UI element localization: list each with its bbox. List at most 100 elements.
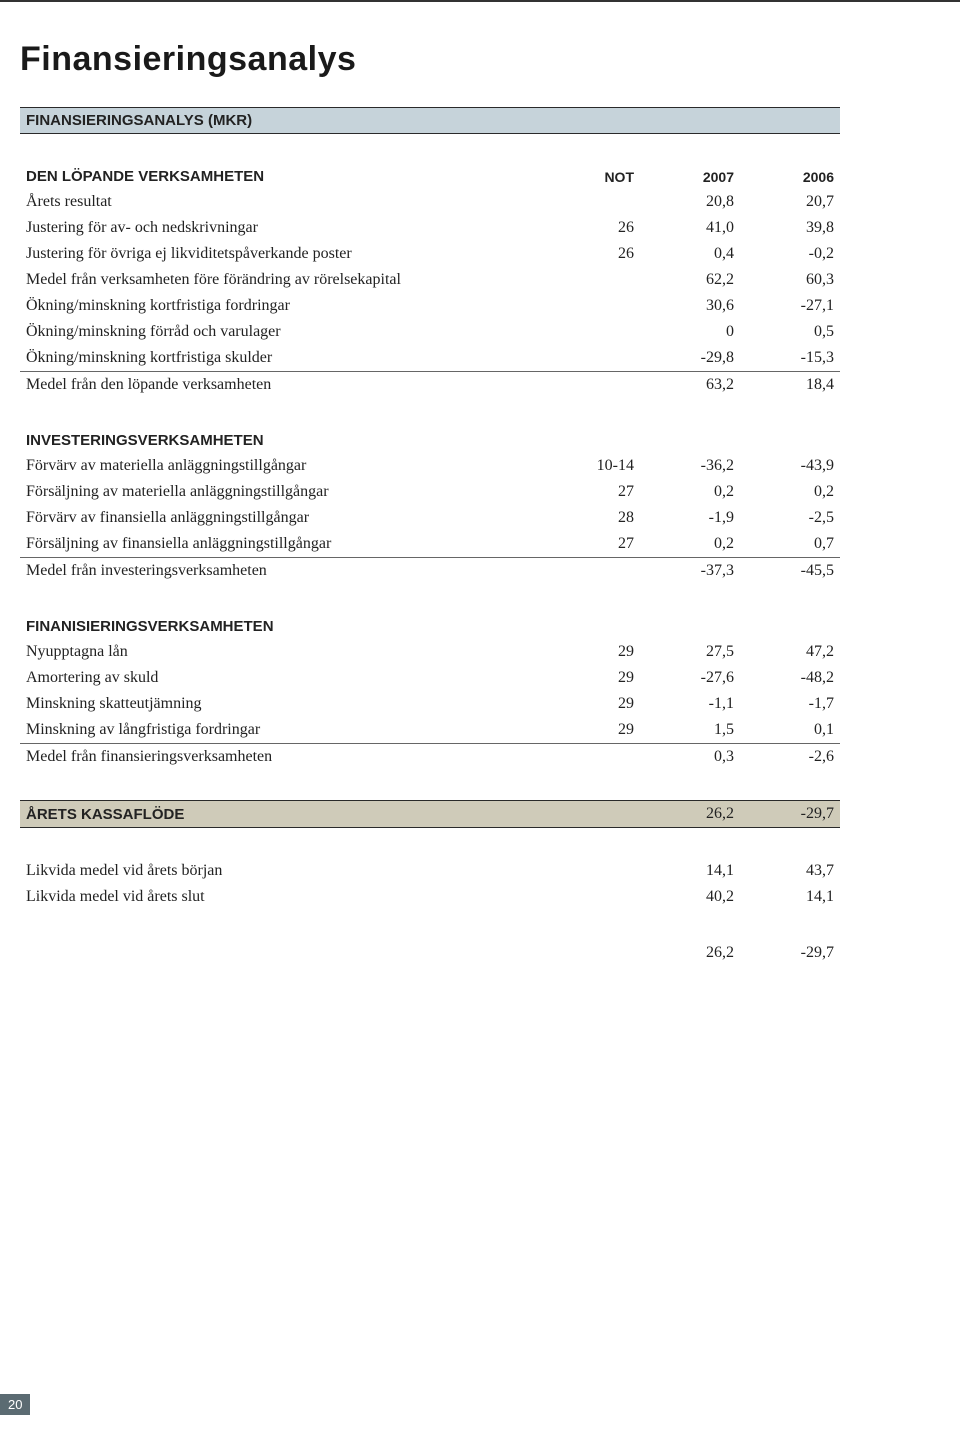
final-check-row: 26,2-29,7 [20,940,840,966]
subtotal-not [560,372,640,399]
row-2007: 0,2 [640,479,740,505]
table-row: Minskning skatteutjämning29-1,1-1,7 [20,691,840,717]
row-2006: 47,2 [740,639,840,665]
section-heading: DEN LÖPANDE VERKSAMHETEN [20,164,560,189]
col-not: NOT [560,164,640,189]
subtotal-2006: 18,4 [740,372,840,399]
row-2007: 1,5 [640,717,740,744]
cashflow-band-label: ÅRETS KASSAFLÖDE [20,801,560,828]
row-label: Nyupptagna lån [20,639,560,665]
row-not: 28 [560,505,640,531]
col-2007 [640,614,740,639]
closing-2007: 14,1 [640,858,740,884]
table-row: Årets resultat20,820,7 [20,189,840,215]
closing-row: Likvida medel vid årets början 14,143,7 [20,858,840,884]
row-2007: 0,2 [640,531,740,558]
row-not: 29 [560,691,640,717]
row-not [560,345,640,372]
row-2006: 0,2 [740,479,840,505]
row-label: Försäljning av materiella anläggningstil… [20,479,560,505]
row-2006: -43,9 [740,453,840,479]
section-header-row: FINANISIERINGSVERKSAMHETEN [20,614,840,639]
subtotal-label: Medel från den löpande verksamheten [20,372,560,399]
table-row: Ökning/minskning kortfristiga skulder-29… [20,345,840,372]
row-2007: 30,6 [640,293,740,319]
row-2007: 27,5 [640,639,740,665]
row-2006: 0,5 [740,319,840,345]
row-not: 29 [560,665,640,691]
cashflow-band-2007: 26,2 [640,801,740,828]
row-not [560,267,640,293]
col-not [560,614,640,639]
row-not [560,189,640,215]
table-row: Medel från verksamheten före förändring … [20,267,840,293]
row-2007: 62,2 [640,267,740,293]
row-label: Ökning/minskning kortfristiga fordringar [20,293,560,319]
row-label: Amortering av skuld [20,665,560,691]
row-2006: -27,1 [740,293,840,319]
subtotal-row: Medel från den löpande verksamheten 63,21… [20,372,840,399]
table-row: Justering för övriga ej likviditetspåver… [20,241,840,267]
row-label: Ökning/minskning kortfristiga skulder [20,345,560,372]
subtotal-not [560,558,640,585]
table-row: Justering för av- och nedskrivningar2641… [20,215,840,241]
closing-label: Likvida medel vid årets slut [20,884,560,910]
subtotal-2007: -37,3 [640,558,740,585]
subtotal-2007: 63,2 [640,372,740,399]
subtotal-row: Medel från investeringsverksamheten-37,3… [20,558,840,585]
section-header-row: INVESTERINGSVERKSAMHETEN [20,428,840,453]
table-row: Nyupptagna lån2927,547,2 [20,639,840,665]
row-2006: -48,2 [740,665,840,691]
row-2006: -15,3 [740,345,840,372]
row-2007: 0,4 [640,241,740,267]
table-title: FINANSIERINGSANALYS (mkr) [20,108,840,134]
page-number: 20 [0,1394,30,1415]
row-2006: -1,7 [740,691,840,717]
table-row: Minskning av långfristiga fordringar291,… [20,717,840,744]
row-label: Årets resultat [20,189,560,215]
row-not: 27 [560,479,640,505]
row-2007: -1,1 [640,691,740,717]
row-not: 26 [560,241,640,267]
page-title: Finansieringsanalys [20,40,900,79]
table-title-band: FINANSIERINGSANALYS (mkr) [20,108,840,134]
subtotal-2006: -45,5 [740,558,840,585]
row-label: Ökning/minskning förråd och varulager [20,319,560,345]
row-2006: 60,3 [740,267,840,293]
row-label: Förvärv av materiella anläggningstillgån… [20,453,560,479]
final-2006: -29,7 [740,940,840,966]
closing-2006: 14,1 [740,884,840,910]
row-2006: 39,8 [740,215,840,241]
row-label: Förvärv av finansiella anläggningstillgå… [20,505,560,531]
section-heading: INVESTERINGSVERKSAMHETEN [20,428,560,453]
row-2006: 0,7 [740,531,840,558]
closing-label: Likvida medel vid årets början [20,858,560,884]
closing-row: Likvida medel vid årets slut 40,214,1 [20,884,840,910]
subtotal-2007: 0,3 [640,744,740,771]
row-2006: -2,5 [740,505,840,531]
row-2006: 0,1 [740,717,840,744]
col-2006 [740,614,840,639]
final-2007: 26,2 [640,940,740,966]
subtotal-2006: -2,6 [740,744,840,771]
closing-2006: 43,7 [740,858,840,884]
row-label: Minskning av långfristiga fordringar [20,717,560,744]
table-row: Amortering av skuld29-27,6-48,2 [20,665,840,691]
row-not: 10-14 [560,453,640,479]
table-row: Förvärv av finansiella anläggningstillgå… [20,505,840,531]
row-not: 27 [560,531,640,558]
row-label: Försäljning av finansiella anläggningsti… [20,531,560,558]
row-2006: -0,2 [740,241,840,267]
row-2007: 0 [640,319,740,345]
subtotal-label: Medel från finansieringsverksamheten [20,744,560,771]
table-row: Förvärv av materiella anläggningstillgån… [20,453,840,479]
row-not: 26 [560,215,640,241]
closing-2007: 40,2 [640,884,740,910]
table-row: Ökning/minskning förråd och varulager 00,… [20,319,840,345]
row-not: 29 [560,639,640,665]
subtotal-not [560,744,640,771]
section-header-row: DEN LÖPANDE VERKSAMHETENNOT20072006 [20,164,840,189]
row-2007: 20,8 [640,189,740,215]
table-row: Försäljning av finansiella anläggningsti… [20,531,840,558]
table-row: Ökning/minskning kortfristiga fordringar… [20,293,840,319]
